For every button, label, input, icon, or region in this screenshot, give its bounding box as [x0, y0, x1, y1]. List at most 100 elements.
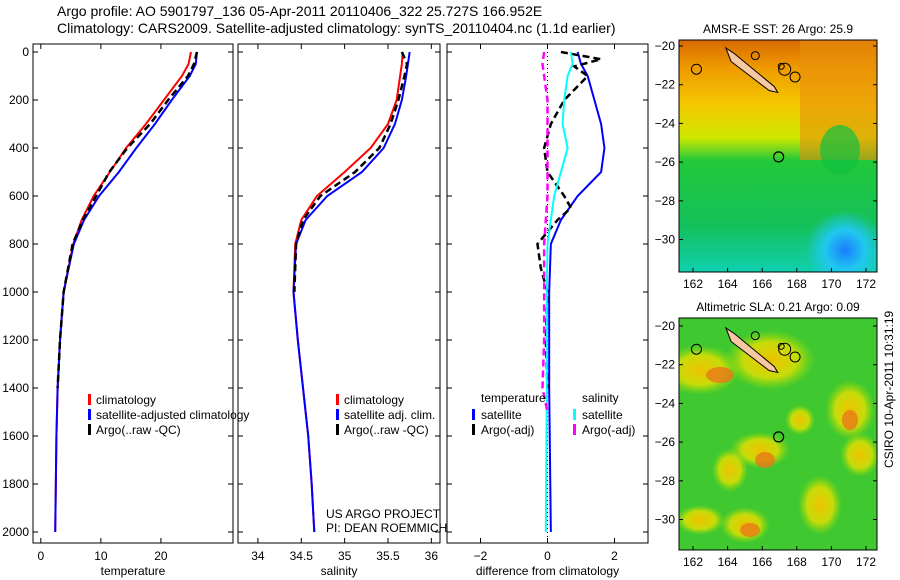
legend-title-temperature: temperature	[481, 391, 546, 405]
y-tick-label: 1400	[2, 381, 29, 395]
project-line-1: US ARGO PROJECT	[326, 507, 441, 521]
new-caledonia-island	[724, 46, 779, 94]
profile-panel-1: 0 200 400 600 800 1000 1200 1400 1600 1800 2000 0 10…	[2, 43, 249, 578]
lon-tick-label: 168	[787, 555, 807, 569]
new-caledonia-island	[724, 326, 779, 374]
legend-swatch	[472, 424, 475, 435]
map-title: Altimetric SLA: 0.21 Argo: 0.09	[696, 300, 860, 314]
legend-label: climatology	[96, 393, 156, 407]
project-line-2: PI: DEAN ROEMMICH	[326, 521, 447, 535]
legend-label: satellite	[582, 408, 623, 422]
sla-anomaly-blob	[798, 475, 842, 535]
legend-label: satellite	[481, 408, 522, 422]
x-tick-label: 36	[425, 549, 439, 563]
x-tick-label: 35.5	[376, 549, 400, 563]
sst-green-patch	[820, 125, 860, 175]
x-tick-label: 20	[154, 549, 168, 563]
series-line-climatology	[54, 51, 192, 533]
map-field	[679, 40, 877, 272]
x-tick-label: 34.5	[290, 549, 314, 563]
lon-tick-label: 166	[752, 277, 772, 291]
legend-label: climatology	[344, 393, 404, 407]
x-tick-label: 10	[94, 549, 108, 563]
lat-tick-label: −28	[655, 194, 676, 208]
lat-tick-label: −30	[655, 513, 676, 527]
y-tick-label: 1000	[2, 285, 29, 299]
y-tick-label: 1800	[2, 477, 29, 491]
sst-cold-patch	[805, 210, 877, 272]
map-sla: Altimetric SLA: 0.21 Argo: 0.09 −20 −22 −24…	[655, 300, 878, 569]
y-tick-label: 2000	[2, 525, 29, 539]
legend-label: Argo(..raw -QC)	[344, 423, 429, 437]
lon-tick-label: 168	[787, 277, 807, 291]
series-line-temperature-satellite	[548, 51, 606, 533]
island-outline	[778, 62, 792, 76]
map-sst: AMSR-E SST: 26 Argo: 25.9 −20 −22 −24 −26 −28…	[655, 22, 878, 291]
y-tick-label: 800	[9, 237, 29, 251]
map-frame	[678, 317, 878, 551]
lon-tick-label: 172	[856, 277, 876, 291]
lat-tick-label: −20	[655, 39, 676, 53]
x-tick-label: 2	[611, 549, 618, 563]
legend-swatch	[336, 394, 339, 405]
legend-swatch	[573, 424, 576, 435]
argo-position-marker	[773, 151, 785, 163]
sla-anomaly-blob	[785, 405, 815, 435]
map-field	[679, 318, 877, 550]
x-tick-label: 0	[37, 549, 44, 563]
sla-anomaly-blob	[840, 433, 877, 477]
island-outline	[777, 342, 785, 350]
legend-swatch	[472, 409, 475, 420]
panel-frame	[237, 43, 441, 544]
legend-title-salinity: salinity	[582, 391, 619, 405]
legend-swatch	[88, 424, 91, 435]
x-axis-label: difference from climatology	[476, 564, 619, 578]
legend-label: satellite adj. clim.	[344, 408, 435, 422]
y-tick-label: 600	[9, 189, 29, 203]
lat-tick-label: −24	[655, 396, 676, 410]
profile-panel-2: 34 34.5 35 35.5 36 salinity climatologysatelli…	[237, 43, 441, 578]
series-line-salinity-satellite	[544, 51, 574, 533]
x-axis-label: temperature	[101, 564, 166, 578]
legend-swatch	[88, 409, 91, 420]
lat-tick-label: −26	[655, 435, 676, 449]
series-line-salinity-argo-adj-	[541, 51, 549, 413]
x-tick-label: 0	[544, 549, 551, 563]
y-tick-label: 200	[9, 93, 29, 107]
sla-high-blob	[755, 452, 775, 468]
title-line-1: Argo profile: AO 5901797_136 05-Apr-2011…	[57, 3, 543, 19]
lon-tick-label: 162	[683, 277, 703, 291]
map-title: AMSR-E SST: 26 Argo: 25.9	[703, 22, 853, 36]
sla-anomaly-blob	[679, 505, 725, 535]
lat-tick-label: −24	[655, 116, 676, 130]
series-line-temperature-argo-adj-	[536, 50, 602, 389]
lon-tick-label: 172	[856, 555, 876, 569]
sla-high-blob	[842, 410, 858, 430]
lon-tick-label: 166	[752, 555, 772, 569]
series-line-argo-raw-qc-	[293, 51, 409, 293]
legend-label: Argo(..raw -QC)	[96, 423, 181, 437]
lat-tick-label: −26	[655, 155, 676, 169]
y-tick-label: 0	[22, 45, 29, 59]
lon-tick-label: 162	[683, 555, 703, 569]
footer-credit: CSIRO 10-Apr-2011 10:31:19	[882, 310, 896, 468]
lat-tick-label: −30	[655, 233, 676, 247]
x-tick-label: 35	[338, 549, 352, 563]
island-outline	[690, 343, 702, 355]
legend-label: Argo(-adj)	[582, 423, 635, 437]
y-tick-label: 1200	[2, 333, 29, 347]
island-outline	[750, 51, 760, 61]
lon-tick-label: 170	[821, 277, 841, 291]
legend-swatch	[336, 424, 339, 435]
lat-tick-label: −20	[655, 319, 676, 333]
lon-tick-label: 170	[821, 555, 841, 569]
series-line-satellite-adj-clim-	[292, 51, 411, 533]
lat-tick-label: −28	[655, 474, 676, 488]
legend-label: Argo(-adj)	[481, 423, 534, 437]
island-outline	[789, 71, 801, 83]
sla-high-blob	[706, 367, 734, 383]
legend-swatch	[336, 409, 339, 420]
sla-high-blob	[740, 523, 760, 537]
